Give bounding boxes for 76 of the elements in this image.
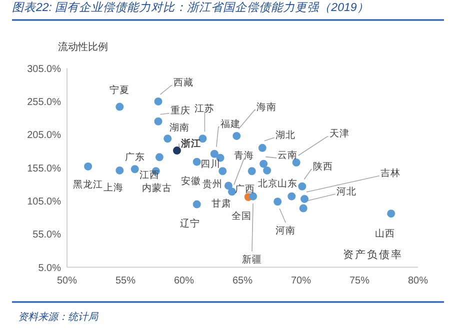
annotation: 宁夏 [110, 84, 130, 96]
annotation: 四川 [200, 158, 220, 170]
annotation: 浙江 [180, 138, 201, 150]
point [155, 153, 164, 162]
point [192, 158, 201, 166]
annotation: 河北 [336, 185, 356, 198]
point [218, 167, 227, 176]
point [228, 188, 236, 196]
y-tick-label: 105.0% [27, 196, 62, 208]
x-tick-label: 65% [232, 275, 253, 286]
point [192, 200, 201, 208]
point [248, 167, 256, 176]
y-tick-label: 5.0% [38, 262, 62, 274]
x-tick-label: 70% [290, 275, 312, 286]
y-tick-label: 255.0% [27, 96, 62, 108]
chart-title: 图表22: 国有企业偿债能力对比：浙江省国企偿债能力更强（2019） [12, 1, 369, 14]
annotation: 山东 [278, 177, 298, 190]
x-tick-label: 75% [349, 275, 370, 286]
annotation: 云南 [278, 148, 298, 161]
annotation: 上海 [104, 181, 124, 194]
annotation: 吉林 [380, 166, 401, 179]
annotation: 陕西 [313, 160, 334, 172]
annotation: 广东 [124, 151, 145, 164]
annotation: 内蒙古 [142, 182, 172, 194]
annotation: 青海 [234, 150, 254, 162]
point [387, 210, 396, 218]
point [299, 204, 308, 212]
annotation: 湖北 [275, 128, 296, 141]
point [224, 182, 232, 190]
point [263, 166, 272, 174]
x-tick-label: 50% [56, 275, 78, 286]
point [258, 144, 266, 152]
point [288, 192, 296, 200]
point [164, 134, 172, 143]
point [274, 198, 282, 206]
annotation: 全国 [231, 210, 252, 222]
point [116, 166, 124, 174]
annotation: 黑龙江 [73, 178, 104, 190]
x-tick-label: 55% [115, 275, 136, 286]
annotation: 河南 [276, 224, 296, 237]
x-axis-title: 资产负债率 [343, 248, 403, 261]
x-tick-label: 60% [174, 275, 194, 286]
annotation: 湖南 [170, 122, 190, 134]
annotation: 西藏 [173, 76, 194, 88]
annotation: 重庆 [170, 104, 190, 116]
point [172, 146, 181, 155]
annotation: 福建 [220, 118, 240, 130]
point [154, 117, 162, 126]
point [130, 165, 139, 174]
annotation: 海南 [256, 100, 277, 113]
x-tick-label: 80% [408, 275, 428, 286]
y-tick-label: 55.0% [32, 230, 62, 241]
point [260, 160, 268, 168]
annotation: 安徽 [180, 174, 201, 187]
y-tick-label: 205.0% [27, 130, 62, 142]
annotation: 辽宁 [180, 217, 200, 230]
point [298, 182, 306, 190]
point [300, 194, 309, 203]
y-tick-label: 305.0% [27, 64, 62, 75]
y-axis-title: 流动性比例 [58, 41, 108, 53]
point [232, 132, 241, 140]
y-tick-label: 155.0% [27, 163, 62, 174]
annotation: 天津 [329, 127, 350, 140]
annotation: 广西 [234, 183, 255, 196]
annotation: 山西 [375, 228, 396, 240]
annotation: 甘肃 [211, 198, 232, 210]
annotation: 江西 [139, 169, 160, 182]
point [210, 150, 218, 158]
annotation: 新疆 [242, 253, 262, 266]
annotation: 江苏 [194, 102, 215, 115]
point [154, 97, 162, 106]
annotation: 北京 [258, 177, 278, 190]
text: 资料来源：统计局 [18, 311, 99, 323]
point [116, 102, 124, 111]
annotation: 贵州 [202, 178, 223, 190]
point [84, 162, 92, 170]
